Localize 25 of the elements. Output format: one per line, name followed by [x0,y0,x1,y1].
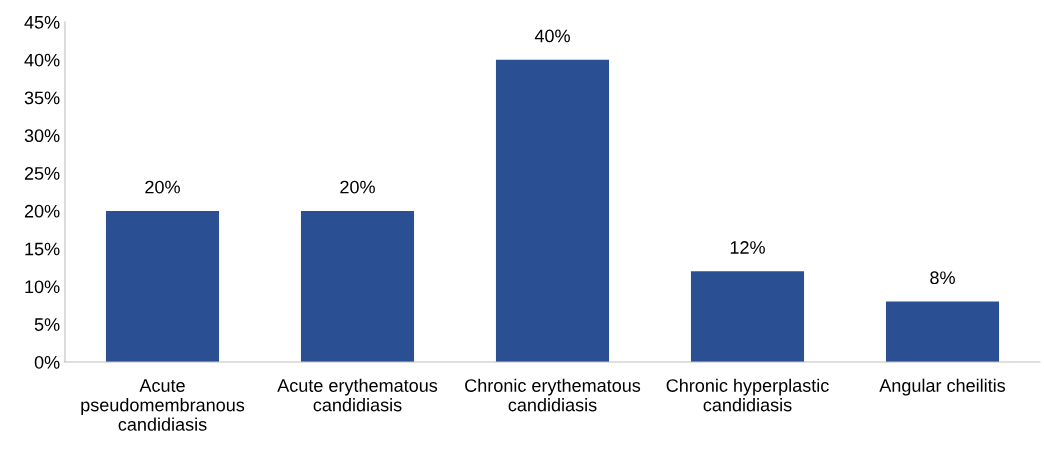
y-tick-label: 10% [25,280,60,294]
y-tick-label: 5% [34,318,60,331]
y-tick-label: 35% [24,91,60,105]
bar [885,301,1000,362]
y-tick-label: 25% [24,167,60,180]
x-tick-label: Acute pseudomembranous candidiasis [81,379,245,431]
bar [300,210,415,362]
x-tick-label: Chronic erythematous candidiasis [465,378,641,412]
y-tick-label: 30% [24,129,60,143]
y-tick-label: 40% [24,53,60,67]
data-label: 8% [930,271,955,285]
bar [105,210,220,362]
y-tick-label: 45% [24,16,60,29]
y-tick-label: 0% [34,355,60,369]
data-label: 20% [340,180,375,194]
data-label: 40% [534,29,570,43]
data-label: 20% [145,180,180,194]
x-tick-label: Angular cheilitis [879,378,1006,396]
y-tick-label: 15% [25,242,60,256]
bar [495,59,610,362]
bar [690,271,805,362]
x-tick-label: Chronic hyperplastic candidiasis [666,378,829,412]
x-tick-label: Acute erythematous candidiasis [277,378,438,412]
y-tick-label: 20% [24,204,60,218]
data-label: 12% [730,241,765,254]
